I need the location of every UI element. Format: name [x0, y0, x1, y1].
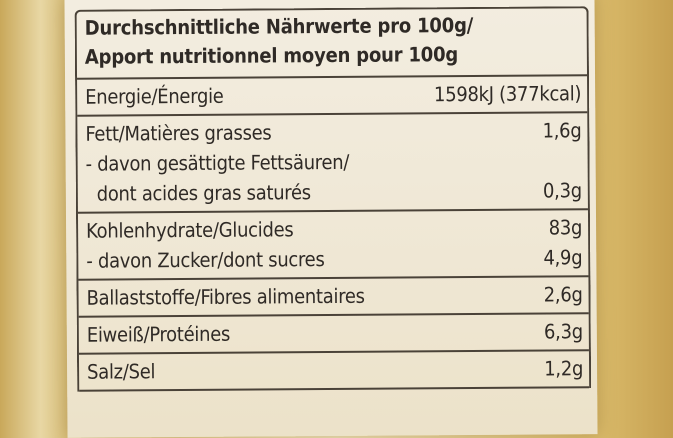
nutrient-label: Salz/Sel [87, 356, 155, 386]
nutrient-label: Ballaststoffe/Fibres alimentaires [86, 281, 364, 313]
nutrient-row: dont acides gras saturés 0,3g [86, 175, 582, 208]
nutrient-row: Fett/Matières grasses 1,6g [85, 115, 581, 148]
nutrition-label: Durchschnittliche Nährwerte pro 100g/ Ap… [64, 0, 597, 438]
header-line-2: Apport nutritionnel moyen pour 100g [85, 39, 581, 71]
nutrient-label: Fett/Matières grasses [85, 117, 271, 148]
nutrient-label: dont acides gras saturés [86, 177, 311, 209]
nutrient-value: 1,2g [544, 353, 583, 383]
nutrient-row: Kohlenhydrate/Glucides 83g [86, 212, 582, 245]
nutrient-value: 0,3g [543, 175, 582, 205]
nutrient-value: 6,3g [544, 316, 583, 346]
nutrient-section: Energie/Énergie 1598kJ (377kcal) [77, 76, 587, 117]
nutrient-row: - davon gesättigte Fettsäuren/ [86, 145, 582, 178]
nutrient-value: 1,6g [542, 115, 581, 145]
nutrition-table: Durchschnittliche Nährwerte pro 100g/ Ap… [75, 6, 592, 392]
nutrient-row: Energie/Énergie 1598kJ (377kcal) [85, 78, 581, 111]
nutrient-label: - davon Zucker/dont sucres [86, 244, 324, 276]
nutrient-value: 2,6g [544, 279, 583, 309]
nutrient-section: Eiweiß/Protéines 6,3g [79, 314, 589, 355]
nutrient-label: - davon gesättigte Fettsäuren/ [86, 147, 350, 179]
nutrient-section: Ballaststoffe/Fibres alimentaires 2,6g [78, 277, 588, 318]
nutrient-value: 1598kJ (377kcal) [434, 78, 581, 109]
nutrient-row: Eiweiß/Protéines 6,3g [87, 316, 583, 349]
header-line-1: Durchschnittliche Nährwerte pro 100g/ [85, 10, 581, 42]
nutrient-row: - davon Zucker/dont sucres 4,9g [86, 242, 582, 275]
nutrient-label: Eiweiß/Protéines [87, 319, 230, 350]
nutrient-value: 4,9g [543, 242, 582, 272]
nutrient-section: Salz/Sel 1,2g [79, 351, 589, 392]
table-header: Durchschnittliche Nährwerte pro 100g/ Ap… [77, 8, 587, 80]
nutrient-value: 83g [549, 212, 583, 242]
nutrient-label: Kohlenhydrate/Glucides [86, 214, 294, 245]
nutrient-row: Salz/Sel 1,2g [87, 353, 583, 386]
nutrient-row: Ballaststoffe/Fibres alimentaires 2,6g [86, 279, 582, 312]
nutrient-label: Energie/Énergie [85, 81, 224, 112]
nutrient-section: Fett/Matières grasses 1,6g - davon gesätti… [77, 113, 588, 214]
